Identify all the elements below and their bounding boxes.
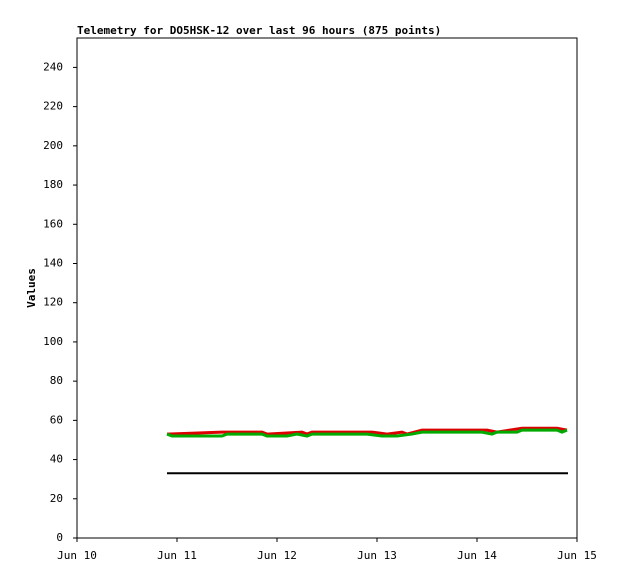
y-tick-label: 220: [43, 100, 63, 113]
y-tick-label: 140: [43, 256, 63, 269]
plot-frame: [76, 37, 578, 539]
y-tick-label: 180: [43, 178, 63, 191]
y-tick-label: 100: [43, 335, 63, 348]
y-tick-label: 120: [43, 296, 63, 309]
y-tick-label: 80: [50, 374, 63, 387]
y-axis-label: Values: [25, 268, 38, 308]
x-tick-label: Jun 15: [557, 549, 597, 562]
y-tick-label: 40: [50, 453, 63, 466]
x-tick-label: Jun 14: [457, 549, 497, 562]
y-tick-label: 200: [43, 139, 63, 152]
x-tick-label: Jun 10: [57, 549, 97, 562]
y-tick-label: 0: [56, 531, 63, 544]
y-tick-label: 20: [50, 492, 63, 505]
x-tick-label: Jun 12: [257, 549, 297, 562]
y-tick-label: 60: [50, 413, 63, 426]
y-tick-label: 160: [43, 217, 63, 230]
y-tick-label: 240: [43, 60, 63, 73]
x-tick-label: Jun 13: [357, 549, 397, 562]
series-line: [166, 428, 568, 438]
x-tick-label: Jun 11: [157, 549, 197, 562]
chart-title: Telemetry for DO5HSK-12 over last 96 hou…: [77, 24, 441, 37]
